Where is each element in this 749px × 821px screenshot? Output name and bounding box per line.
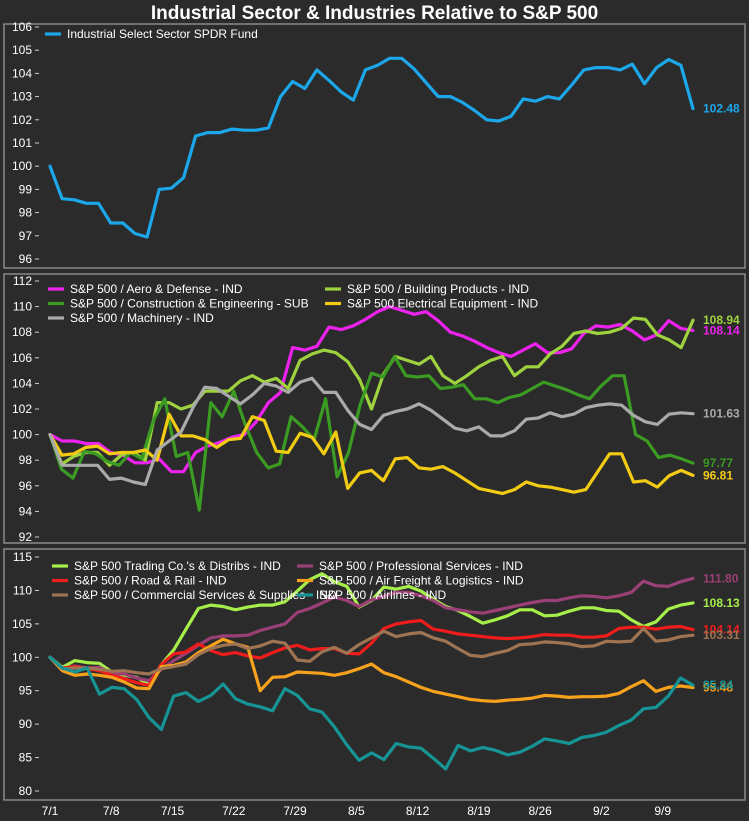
y-tick-label: 96 bbox=[19, 252, 33, 266]
legend-item: S&P 500 / Construction & Engineering - S… bbox=[48, 297, 309, 311]
legend-label: S&P 500 / Construction & Engineering - S… bbox=[70, 297, 309, 311]
y-tick-label: 110 bbox=[13, 300, 32, 314]
legend-item: S&P 500 / Air Freight & Logistics - IND bbox=[297, 574, 524, 588]
panel-frame-1 bbox=[3, 23, 746, 269]
x-tick-label: 7/15 bbox=[161, 804, 185, 818]
y-tick-label: 98 bbox=[19, 453, 33, 467]
end-value-label: 97.77 bbox=[703, 456, 733, 470]
panel-frame-2 bbox=[3, 273, 746, 544]
y-tick-label: 95 bbox=[19, 684, 33, 698]
y-tick-label: 103 bbox=[12, 90, 32, 104]
legend-item: S&P 500 / Aero & Defense - IND bbox=[48, 282, 243, 296]
panel-2: 92 94 96 98 100 102 104 106 108 110 112 108.14108.9… bbox=[12, 274, 740, 544]
legend-label: S&P 500 / Machinery - IND bbox=[70, 311, 214, 325]
legend-label: S&P 500 / Building Products - IND bbox=[347, 282, 529, 296]
legend-item: S&P 500 / Machinery - IND bbox=[48, 311, 214, 325]
legend-label: S&P 500 Trading Co.'s & Distribs - IND bbox=[74, 559, 281, 573]
series-line bbox=[48, 376, 695, 487]
x-tick-label: 9/9 bbox=[654, 804, 671, 818]
y-tick-label: 105 bbox=[12, 43, 32, 57]
end-value-label: 95.84 bbox=[703, 678, 733, 692]
legend-label: S&P 500 / Air Freight & Logistics - IND bbox=[319, 574, 524, 588]
y-tick-label: 92 bbox=[19, 530, 33, 544]
y-tick-label: 85 bbox=[19, 751, 33, 765]
legend-item: S&P 500 / Building Products - IND bbox=[325, 282, 529, 296]
legend-label: S&P 500 / Road & Rail - IND bbox=[74, 574, 227, 588]
end-value-label: 103.31 bbox=[703, 628, 740, 642]
end-value-label: 108.13 bbox=[703, 596, 740, 610]
panel-3: 80 85 90 95 100 105 110 115 108.13 111.80 104.14 95… bbox=[12, 550, 740, 798]
legend-item: S&P 500 / Professional Services - IND bbox=[297, 559, 523, 573]
legend-label: S&P 500 / Commercial Services & Supplies… bbox=[74, 588, 337, 602]
y-tick-label: 104 bbox=[12, 376, 32, 390]
panel-1: 96 97 98 99 100 101 102 103 104 105 106 102.48 Indus… bbox=[12, 20, 740, 266]
y-tick-label: 96 bbox=[19, 479, 33, 493]
end-value-label: 104.14 bbox=[703, 623, 740, 637]
end-value-label: 102.48 bbox=[703, 102, 740, 116]
y-tick-label: 98 bbox=[19, 206, 33, 220]
y-tick-label: 115 bbox=[13, 550, 32, 564]
legend-item: S&P 500 / Commercial Services & Supplies… bbox=[52, 588, 337, 602]
x-tick-label: 8/5 bbox=[348, 804, 365, 818]
chart-title: Industrial Sector & Industries Relative … bbox=[150, 3, 599, 24]
y-tick-label: 104 bbox=[12, 66, 32, 80]
y-tick-label: 101 bbox=[12, 136, 32, 150]
y-tick-label: 94 bbox=[19, 504, 33, 518]
end-value-label: 101.63 bbox=[703, 407, 740, 421]
series-line bbox=[48, 354, 695, 512]
x-tick-label: 8/19 bbox=[467, 804, 491, 818]
series-line bbox=[48, 56, 695, 239]
legend-label: S&P 500 / Airlines - IND bbox=[319, 588, 447, 602]
y-tick-label: 102 bbox=[12, 113, 32, 127]
x-tick-label: 8/26 bbox=[528, 804, 552, 818]
series-line bbox=[48, 637, 695, 704]
y-tick-label: 99 bbox=[19, 182, 33, 196]
y-tick-label: 100 bbox=[12, 159, 32, 173]
x-tick-label: 7/29 bbox=[283, 804, 307, 818]
y-tick-label: 110 bbox=[13, 583, 32, 597]
y-tick-label: 112 bbox=[13, 274, 32, 288]
legend-label: Industrial Select Sector SPDR Fund bbox=[67, 27, 258, 41]
x-tick-label: 7/8 bbox=[103, 804, 120, 818]
legend-item: Industrial Select Sector SPDR Fund bbox=[45, 27, 258, 41]
x-tick-label: 7/1 bbox=[42, 804, 59, 818]
y-tick-label: 100 bbox=[12, 428, 32, 442]
series-line bbox=[48, 655, 695, 771]
legend-item: S&P 500 / Road & Rail - IND bbox=[52, 574, 227, 588]
y-tick-label: 80 bbox=[19, 784, 33, 798]
end-value-label: 96.81 bbox=[703, 468, 733, 482]
x-tick-label: 8/12 bbox=[406, 804, 430, 818]
end-value-label: 95.48 bbox=[703, 681, 733, 695]
legend-item: S&P 500 / Airlines - IND bbox=[297, 588, 447, 602]
series-line bbox=[48, 316, 695, 467]
legend-item: S&P 500 Trading Co.'s & Distribs - IND bbox=[52, 559, 281, 573]
legend-label: S&P 500 / Aero & Defense - IND bbox=[70, 282, 243, 296]
y-tick-label: 106 bbox=[12, 20, 32, 34]
y-tick-label: 100 bbox=[12, 650, 32, 664]
end-value-label: 108.14 bbox=[703, 323, 740, 337]
y-tick-label: 102 bbox=[12, 402, 32, 416]
series-line bbox=[48, 626, 695, 676]
legend-item: S&P 500 Electrical Equipment - IND bbox=[325, 297, 539, 311]
legend-label: S&P 500 / Professional Services - IND bbox=[319, 559, 523, 573]
series-line bbox=[48, 412, 695, 496]
legend-label: S&P 500 Electrical Equipment - IND bbox=[347, 297, 539, 311]
y-tick-label: 106 bbox=[12, 351, 32, 365]
x-tick-label: 7/22 bbox=[222, 804, 246, 818]
y-tick-label: 108 bbox=[12, 325, 32, 339]
end-value-label: 108.94 bbox=[703, 313, 740, 327]
y-tick-label: 90 bbox=[19, 717, 33, 731]
y-tick-label: 97 bbox=[19, 229, 33, 243]
x-tick-label: 9/2 bbox=[593, 804, 610, 818]
y-tick-label: 105 bbox=[12, 617, 32, 631]
end-value-label: 111.80 bbox=[703, 571, 739, 585]
